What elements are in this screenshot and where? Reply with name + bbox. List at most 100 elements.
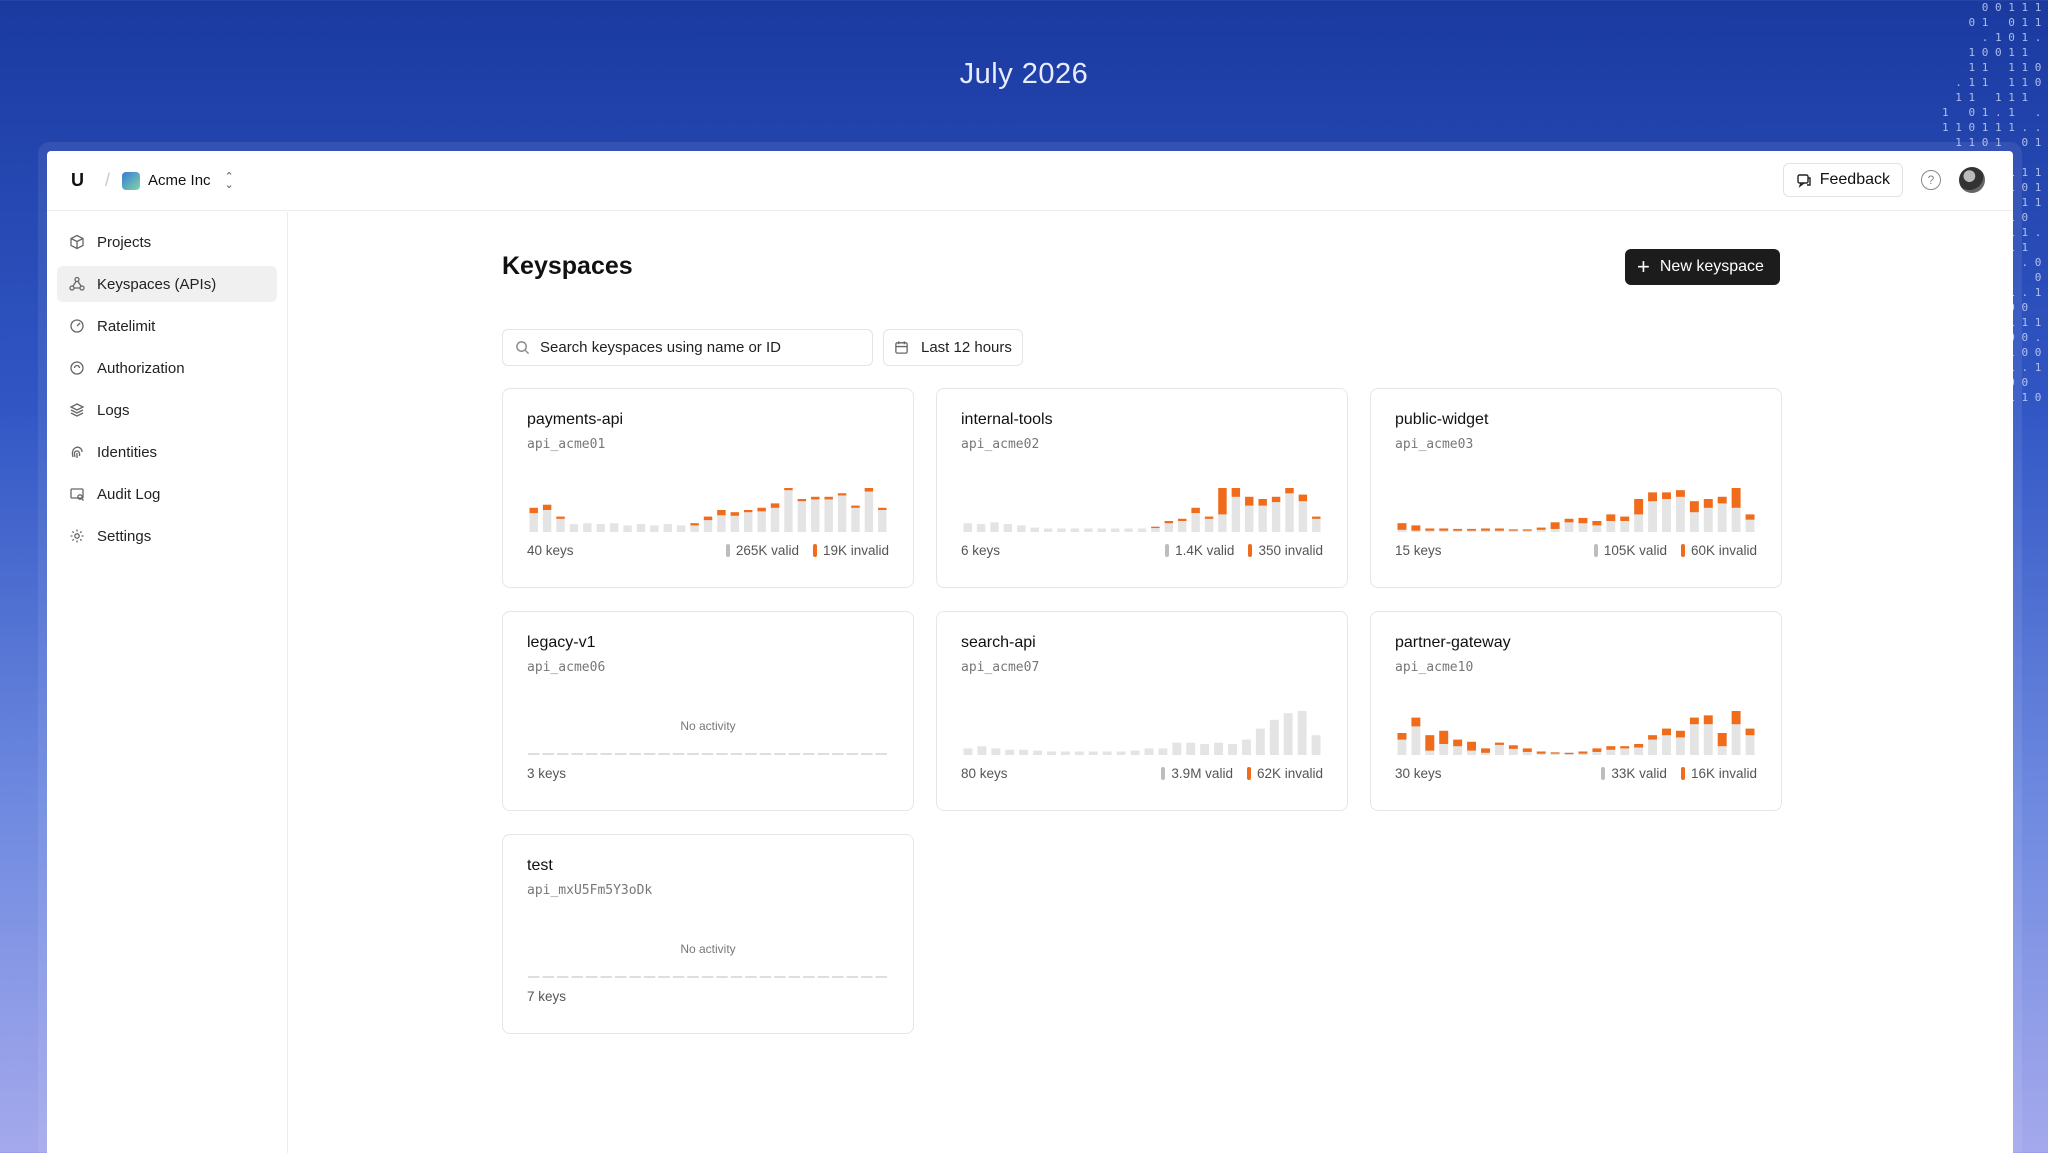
activity-bar-valid xyxy=(1204,516,1214,532)
activity-bar-valid xyxy=(1074,751,1084,755)
activity-bar-invalid xyxy=(1522,748,1532,752)
activity-bar-invalid xyxy=(1717,733,1727,747)
keyspace-id: api_acme10 xyxy=(1395,660,1474,675)
keyspace-name: legacy-v1 xyxy=(527,634,596,651)
search-doc-icon xyxy=(69,486,85,502)
sidebar-item-ratelimit[interactable]: Ratelimit xyxy=(57,308,277,344)
activity-bar-invalid xyxy=(1439,528,1449,531)
activity-bar-invalid xyxy=(1578,751,1588,754)
activity-bar-empty xyxy=(600,753,612,755)
activity-bar-valid xyxy=(1564,518,1574,532)
new-keyspace-button[interactable]: + New keyspace xyxy=(1625,249,1780,285)
activity-bar-valid xyxy=(529,507,538,532)
sidebar-item-label: Logs xyxy=(97,401,130,419)
activity-bar-empty xyxy=(629,753,641,755)
no-activity-label: No activity xyxy=(680,942,736,956)
activity-bar-empty xyxy=(571,976,583,978)
activity-bar-invalid xyxy=(1675,490,1685,497)
keyspace-name: public-widget xyxy=(1395,411,1489,428)
activity-bar-valid xyxy=(1620,516,1630,532)
activity-bar-valid xyxy=(1717,496,1727,532)
invalid-stat: 62K invalid xyxy=(1246,766,1323,781)
activity-bar-invalid xyxy=(1397,733,1407,740)
keyspace-card[interactable]: legacy-v1 api_acme06 No activity 3 keys xyxy=(502,611,914,811)
activity-bar-valid xyxy=(864,488,874,532)
activity-bar-empty xyxy=(643,753,656,755)
keyspace-card[interactable]: payments-api api_acme01 40 keys 265K valid 1… xyxy=(502,388,914,588)
nodes-icon xyxy=(69,276,85,292)
sidebar-item-audit-log[interactable]: Audit Log xyxy=(57,476,277,512)
invalid-stat: 19K invalid xyxy=(812,543,889,558)
activity-chart xyxy=(529,488,887,532)
sidebar-item-authorization[interactable]: Authorization xyxy=(57,350,277,386)
sidebar-item-label: Keyspaces (APIs) xyxy=(97,275,217,293)
activity-bar-empty xyxy=(658,976,670,978)
sidebar-item-identities[interactable]: Identities xyxy=(57,434,277,470)
activity-bar-invalid xyxy=(1745,728,1755,736)
keyspace-id: api_acme07 xyxy=(961,660,1040,675)
activity-bar-valid xyxy=(1110,528,1120,532)
activity-bar-invalid xyxy=(1271,496,1281,503)
sidebar-item-keyspaces-apis[interactable]: Keyspaces (APIs) xyxy=(57,266,277,302)
activity-bar-invalid xyxy=(1648,492,1658,502)
activity-chart xyxy=(963,488,1321,532)
activity-bar-valid xyxy=(1662,728,1671,755)
activity-bar-empty xyxy=(730,753,743,755)
activity-bar-valid xyxy=(583,523,592,532)
sidebar-item-projects[interactable]: Projects xyxy=(57,224,277,260)
feedback-button[interactable]: Feedback xyxy=(1782,163,1903,197)
activity-bar-valid xyxy=(990,522,999,532)
activity-bar-empty xyxy=(832,753,844,755)
invalid-stat: 16K invalid xyxy=(1680,766,1757,781)
activity-bar-valid xyxy=(690,523,699,532)
keyspace-card[interactable]: partner-gateway api_acme10 30 keys 33K vali… xyxy=(1370,611,1782,811)
keyspace-card[interactable]: public-widget api_acme03 15 keys 105K valid… xyxy=(1370,388,1782,588)
activity-bar-valid xyxy=(878,507,887,532)
invalid-stat: 60K invalid xyxy=(1680,543,1757,558)
activity-bar-valid xyxy=(1097,528,1106,532)
activity-bar-empty xyxy=(716,976,728,978)
activity-bar-valid xyxy=(556,516,565,532)
valid-legend-swatch xyxy=(1593,544,1598,557)
activity-bar-empty xyxy=(803,753,815,755)
activity-bar-valid xyxy=(596,524,605,532)
sidebar-item-logs[interactable]: Logs xyxy=(57,392,277,428)
activity-bar-invalid xyxy=(703,516,713,521)
activity-bar-empty xyxy=(542,976,554,978)
activity-bar-valid xyxy=(1494,742,1504,755)
app-logo[interactable]: U xyxy=(71,170,84,190)
activity-bar-invalid xyxy=(1204,516,1214,519)
activity-bar-valid xyxy=(1285,488,1294,532)
activity-bar-invalid xyxy=(1467,528,1477,531)
time-range-button[interactable]: Last 12 hours xyxy=(883,329,1023,366)
keyspace-card[interactable]: internal-tools api_acme02 6 keys 1.4K valid… xyxy=(936,388,1348,588)
activity-bar-empty xyxy=(788,976,801,978)
chevron-updown-icon[interactable]: ⌃ ⌄ xyxy=(224,170,234,191)
help-icon[interactable]: ? xyxy=(1921,170,1941,190)
keyspace-id: api_acme03 xyxy=(1395,437,1474,452)
activity-bar-empty xyxy=(614,976,627,978)
activity-bar-valid xyxy=(1675,730,1685,755)
activity-bar-empty xyxy=(774,976,786,978)
activity-bar-invalid xyxy=(851,505,860,508)
activity-bar-invalid xyxy=(797,499,807,502)
activity-bar-valid xyxy=(1606,514,1616,532)
keyspace-grid: payments-api api_acme01 40 keys 265K valid 1… xyxy=(502,388,1832,1034)
activity-bar-valid xyxy=(730,512,740,532)
sidebar-item-settings[interactable]: Settings xyxy=(57,518,277,554)
activity-bar-invalid xyxy=(811,496,820,500)
keyspace-card[interactable]: search-api api_acme07 80 keys 3.9M valid 62K… xyxy=(936,611,1348,811)
keyspace-footer: 6 keys 1.4K valid 350 invalid xyxy=(961,543,1323,558)
sidebar-item-label: Ratelimit xyxy=(97,317,156,335)
page-banner-date: July 2026 xyxy=(959,58,1089,90)
sidebar-item-label: Authorization xyxy=(97,359,185,377)
user-avatar[interactable] xyxy=(1959,167,1985,193)
org-switcher[interactable]: Acme Inc xyxy=(148,172,211,189)
invalid-legend-swatch xyxy=(1248,544,1253,557)
activity-bar-empty xyxy=(788,753,801,755)
activity-bar-empty xyxy=(774,753,786,755)
search-input[interactable]: Search keyspaces using name or ID xyxy=(502,329,873,366)
keyspace-card[interactable]: test api_mxU5Fm5Y3oDk No activity 7 keys xyxy=(502,834,914,1034)
activity-bar-invalid xyxy=(1151,526,1160,529)
activity-bar-empty xyxy=(875,753,887,755)
